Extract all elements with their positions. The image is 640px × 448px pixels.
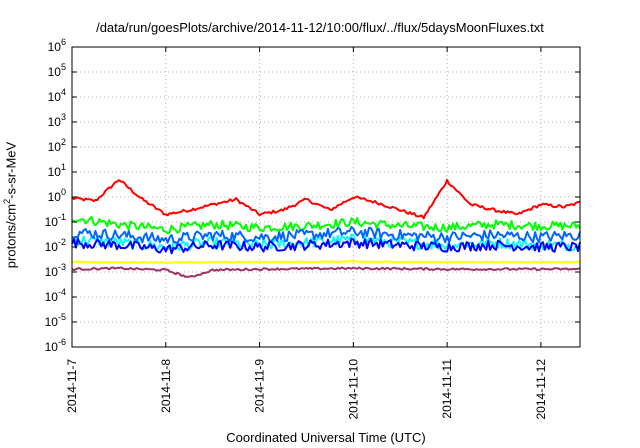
x-tick-label: 2014-11-11 <box>440 359 454 419</box>
series-line-7 <box>71 266 581 278</box>
y-tick-label: 102 <box>48 137 66 154</box>
grid <box>72 47 580 347</box>
y-tick-label: 100 <box>48 187 66 204</box>
x-tick-label: 2014-11-7 <box>65 359 79 413</box>
series-line-1 <box>71 178 581 220</box>
data-lines <box>71 178 581 278</box>
x-tick-label: 2014-11-8 <box>159 359 173 413</box>
y-tick-label: 10-2 <box>45 237 66 254</box>
y-tick-label: 10-1 <box>45 212 66 229</box>
y-tick-label: 10-5 <box>45 312 66 329</box>
chart-title: /data/run/goesPlots/archive/2014-11-12/1… <box>96 20 544 35</box>
y-tick-label: 106 <box>48 37 66 54</box>
y-tick-label: 10-4 <box>45 287 66 304</box>
y-tick-label: 101 <box>48 162 66 179</box>
y-tick-label: 10-6 <box>45 337 66 354</box>
plot-frame <box>71 46 581 348</box>
x-tick-label: 2014-11-9 <box>253 359 267 413</box>
x-tick-label: 2014-11-12 <box>534 359 548 420</box>
series-line-2 <box>71 215 581 235</box>
series-line-4 <box>72 226 581 245</box>
x-tick-label: 2014-11-10 <box>346 359 360 420</box>
y-tick-label: 10-3 <box>45 262 66 279</box>
y-tick-label: 103 <box>48 112 66 129</box>
series-line-6 <box>71 260 581 264</box>
y-tick-label: 104 <box>48 87 66 104</box>
y-tick-label: 105 <box>48 62 66 79</box>
series-line-5 <box>71 237 581 255</box>
x-axis-label: Coordinated Universal Time (UTC) <box>226 430 426 445</box>
